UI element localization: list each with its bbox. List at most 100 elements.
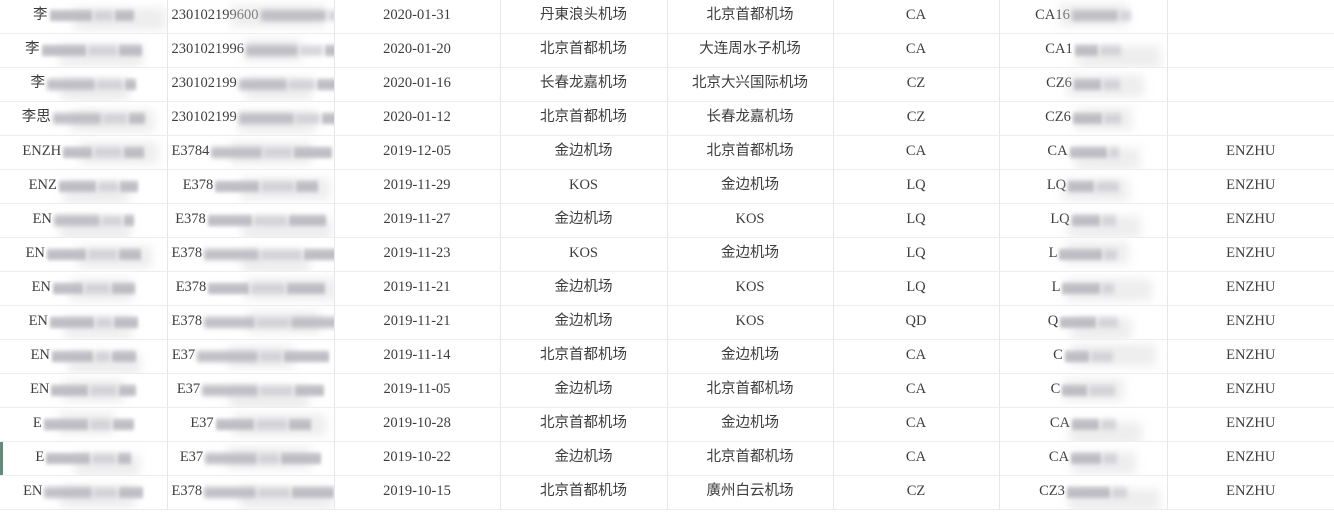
cell-id_number[interactable]: E378	[167, 305, 335, 340]
cell-flight_no[interactable]: CZ3	[999, 475, 1168, 510]
cell-flight_no[interactable]: L	[999, 237, 1168, 272]
cell-from[interactable]: 北京首都机场	[500, 339, 668, 374]
table-row[interactable]: E E37 2019-10-22 金边机场 北京首都机场 CA CA ENZHU	[0, 441, 1334, 476]
cell-name[interactable]: 李	[0, 33, 168, 68]
cell-from[interactable]: 北京首都机场	[500, 101, 668, 136]
cell-to[interactable]: KOS	[667, 203, 834, 238]
cell-id_number[interactable]: E37	[167, 441, 335, 476]
cell-airline[interactable]: CZ	[833, 67, 1000, 102]
cell-name[interactable]: 李	[0, 0, 168, 34]
cell-id_number[interactable]: 2301021996	[167, 33, 335, 68]
cell-flight_no[interactable]: L	[999, 271, 1168, 306]
cell-airline[interactable]: CA	[833, 407, 1000, 442]
cell-name[interactable]: EN	[0, 237, 168, 272]
cell-from[interactable]: 北京首都机场	[500, 407, 668, 442]
cell-airline[interactable]: LQ	[833, 237, 1000, 272]
cell-date[interactable]: 2019-11-14	[334, 339, 501, 374]
cell-flight_no[interactable]: CZ6	[999, 101, 1168, 136]
cell-name[interactable]: EN	[0, 271, 168, 306]
cell-from[interactable]: 金边机场	[500, 203, 668, 238]
cell-date[interactable]: 2020-01-16	[334, 67, 501, 102]
table-row[interactable]: E E37 2019-10-28 北京首都机场 金边机场 CA CA ENZHU	[0, 407, 1334, 442]
table-row[interactable]: 李 230102199600 2020-01-31 丹東浪头机场 北京首都机场 CA CA1…	[0, 0, 1334, 34]
cell-account[interactable]: ENZHU	[1167, 203, 1334, 238]
cell-date[interactable]: 2019-11-21	[334, 271, 501, 306]
cell-flight_no[interactable]: CA16	[999, 0, 1168, 34]
cell-airline[interactable]: LQ	[833, 203, 1000, 238]
cell-account[interactable]: ENZHU	[1167, 475, 1334, 510]
table-row[interactable]: 李 230102199 2020-01-16 长春龙嘉机场 北京大兴国际机场 CZ CZ6	[0, 67, 1334, 102]
table-row[interactable]: 李 2301021996 2020-01-20 北京首都机场 大连周水子机场 CA CA1	[0, 33, 1334, 68]
cell-account[interactable]: ENZHU	[1167, 339, 1334, 374]
cell-name[interactable]: ENZH	[0, 135, 168, 170]
cell-id_number[interactable]: E378	[167, 203, 335, 238]
cell-date[interactable]: 2019-11-23	[334, 237, 501, 272]
cell-to[interactable]: 廣州白云机场	[667, 475, 834, 510]
table-row[interactable]: ENZ E378 2019-11-29 KOS 金边机场 LQ LQ ENZHU	[0, 169, 1334, 204]
cell-account[interactable]: ENZHU	[1167, 373, 1334, 408]
cell-airline[interactable]: LQ	[833, 169, 1000, 204]
cell-date[interactable]: 2019-11-21	[334, 305, 501, 340]
cell-to[interactable]: 金边机场	[667, 339, 834, 374]
cell-name[interactable]: EN	[0, 203, 168, 238]
cell-name[interactable]: E	[0, 407, 168, 442]
cell-id_number[interactable]: E37	[167, 373, 335, 408]
cell-airline[interactable]: CA	[833, 441, 1000, 476]
cell-date[interactable]: 2019-10-28	[334, 407, 501, 442]
cell-flight_no[interactable]: CA	[999, 407, 1168, 442]
table-row[interactable]: EN E378 2019-11-21 金边机场 KOS QD Q ENZHU	[0, 305, 1334, 340]
cell-account[interactable]: ENZHU	[1167, 169, 1334, 204]
cell-to[interactable]: 金边机场	[667, 407, 834, 442]
cell-id_number[interactable]: E378	[167, 169, 335, 204]
cell-name[interactable]: 李思	[0, 101, 168, 136]
table-row[interactable]: EN E378 2019-11-27 金边机场 KOS LQ LQ ENZHU	[0, 203, 1334, 238]
cell-airline[interactable]: LQ	[833, 271, 1000, 306]
cell-airline[interactable]: CZ	[833, 475, 1000, 510]
cell-date[interactable]: 2019-11-27	[334, 203, 501, 238]
cell-name[interactable]: 李	[0, 67, 168, 102]
cell-date[interactable]: 2020-01-12	[334, 101, 501, 136]
cell-airline[interactable]: CA	[833, 135, 1000, 170]
cell-name[interactable]: EN	[0, 305, 168, 340]
cell-airline[interactable]: QD	[833, 305, 1000, 340]
cell-to[interactable]: 大连周水子机场	[667, 33, 834, 68]
cell-to[interactable]: 北京大兴国际机场	[667, 67, 834, 102]
cell-date[interactable]: 2020-01-31	[334, 0, 501, 34]
cell-id_number[interactable]: E37	[167, 339, 335, 374]
cell-from[interactable]: KOS	[500, 237, 668, 272]
cell-flight_no[interactable]: C	[999, 373, 1168, 408]
cell-airline[interactable]: CA	[833, 33, 1000, 68]
cell-airline[interactable]: CZ	[833, 101, 1000, 136]
table-row[interactable]: EN E378 2019-11-21 金边机场 KOS LQ L ENZHU	[0, 271, 1334, 306]
cell-account[interactable]	[1167, 33, 1334, 68]
cell-date[interactable]: 2019-11-05	[334, 373, 501, 408]
cell-to[interactable]: 北京首都机场	[667, 441, 834, 476]
cell-to[interactable]: 金边机场	[667, 237, 834, 272]
cell-flight_no[interactable]: Q	[999, 305, 1168, 340]
cell-from[interactable]: 金边机场	[500, 271, 668, 306]
cell-date[interactable]: 2020-01-20	[334, 33, 501, 68]
cell-account[interactable]	[1167, 101, 1334, 136]
table-row[interactable]: EN E37 2019-11-14 北京首都机场 金边机场 CA C ENZHU	[0, 339, 1334, 374]
cell-id_number[interactable]: 230102199600	[167, 0, 335, 34]
cell-account[interactable]: ENZHU	[1167, 407, 1334, 442]
cell-airline[interactable]: CA	[833, 373, 1000, 408]
cell-id_number[interactable]: E3784	[167, 135, 335, 170]
cell-flight_no[interactable]: CZ6	[999, 67, 1168, 102]
cell-name[interactable]: EN	[0, 339, 168, 374]
cell-from[interactable]: 丹東浪头机场	[500, 0, 668, 34]
cell-id_number[interactable]: E37	[167, 407, 335, 442]
cell-from[interactable]: 北京首都机场	[500, 475, 668, 510]
cell-account[interactable]: ENZHU	[1167, 135, 1334, 170]
cell-airline[interactable]: CA	[833, 0, 1000, 34]
cell-id_number[interactable]: E378	[167, 475, 335, 510]
cell-flight_no[interactable]: LQ	[999, 203, 1168, 238]
cell-id_number[interactable]: 230102199	[167, 67, 335, 102]
cell-flight_no[interactable]: CA1	[999, 33, 1168, 68]
cell-id_number[interactable]: E378	[167, 271, 335, 306]
cell-account[interactable]: ENZHU	[1167, 271, 1334, 306]
cell-to[interactable]: KOS	[667, 305, 834, 340]
table-row[interactable]: EN E378 2019-10-15 北京首都机场 廣州白云机场 CZ CZ3 ENZHU	[0, 475, 1334, 510]
cell-flight_no[interactable]: CA	[999, 441, 1168, 476]
